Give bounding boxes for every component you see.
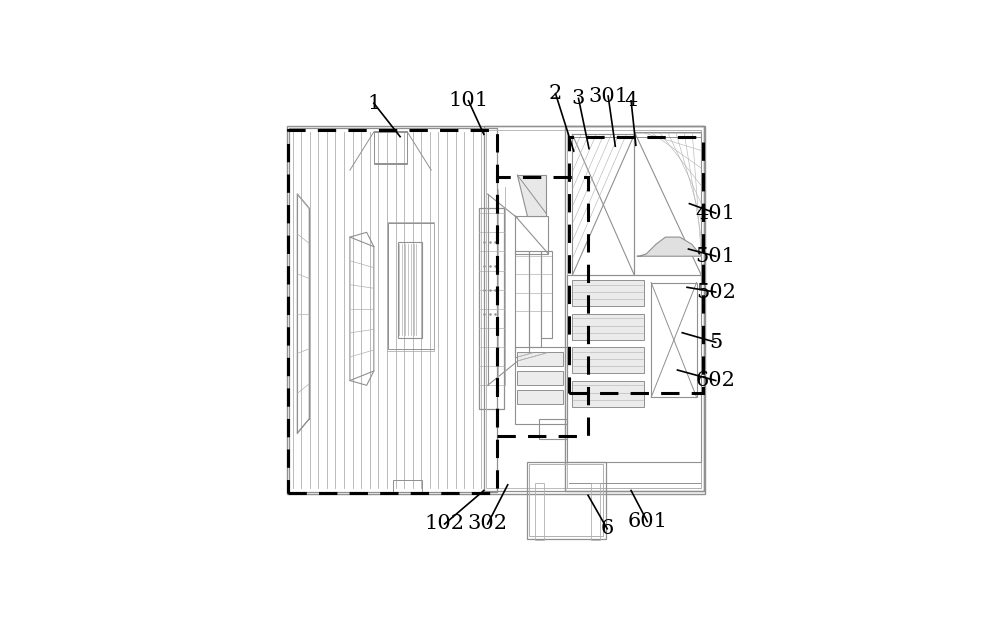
Bar (517, 371, 563, 385)
Text: 602: 602 (696, 371, 736, 390)
Bar (484, 126, 704, 491)
Bar (479, 209, 504, 409)
Text: 501: 501 (696, 247, 736, 266)
Text: 2: 2 (549, 84, 562, 103)
Bar (515, 252, 529, 356)
Bar (651, 283, 697, 397)
Bar (529, 465, 603, 536)
Bar (486, 130, 701, 488)
Bar (374, 131, 407, 165)
Text: 102: 102 (425, 515, 465, 533)
Polygon shape (637, 237, 701, 256)
Bar (529, 252, 541, 347)
Bar (517, 352, 563, 366)
Bar (398, 242, 422, 338)
Bar (567, 130, 701, 488)
Bar (539, 419, 567, 439)
Bar (569, 137, 703, 392)
Bar (517, 390, 563, 404)
Bar (387, 222, 434, 351)
Bar (572, 381, 644, 407)
Bar (393, 480, 422, 494)
Text: 302: 302 (468, 515, 508, 533)
Bar (565, 126, 704, 491)
Bar (515, 215, 548, 254)
Text: 401: 401 (696, 204, 736, 223)
Text: 502: 502 (696, 283, 736, 302)
Bar (535, 483, 544, 540)
Text: 3: 3 (572, 89, 585, 108)
Bar (289, 128, 497, 492)
Bar (572, 314, 644, 340)
Bar (527, 462, 606, 539)
Bar (388, 223, 434, 350)
Text: 1: 1 (367, 94, 381, 112)
Bar (591, 483, 600, 540)
Text: 5: 5 (709, 333, 722, 351)
Bar (515, 347, 567, 424)
Text: 601: 601 (627, 512, 667, 531)
Bar (572, 280, 644, 306)
Text: 6: 6 (601, 519, 614, 538)
Bar (572, 347, 644, 373)
Text: 4: 4 (624, 91, 638, 111)
Bar (287, 126, 705, 494)
Polygon shape (517, 175, 546, 215)
Bar (288, 130, 497, 493)
Text: 301: 301 (588, 86, 628, 106)
Bar (497, 178, 588, 435)
Bar (567, 275, 701, 462)
Bar (541, 252, 552, 338)
Text: 101: 101 (448, 91, 489, 111)
